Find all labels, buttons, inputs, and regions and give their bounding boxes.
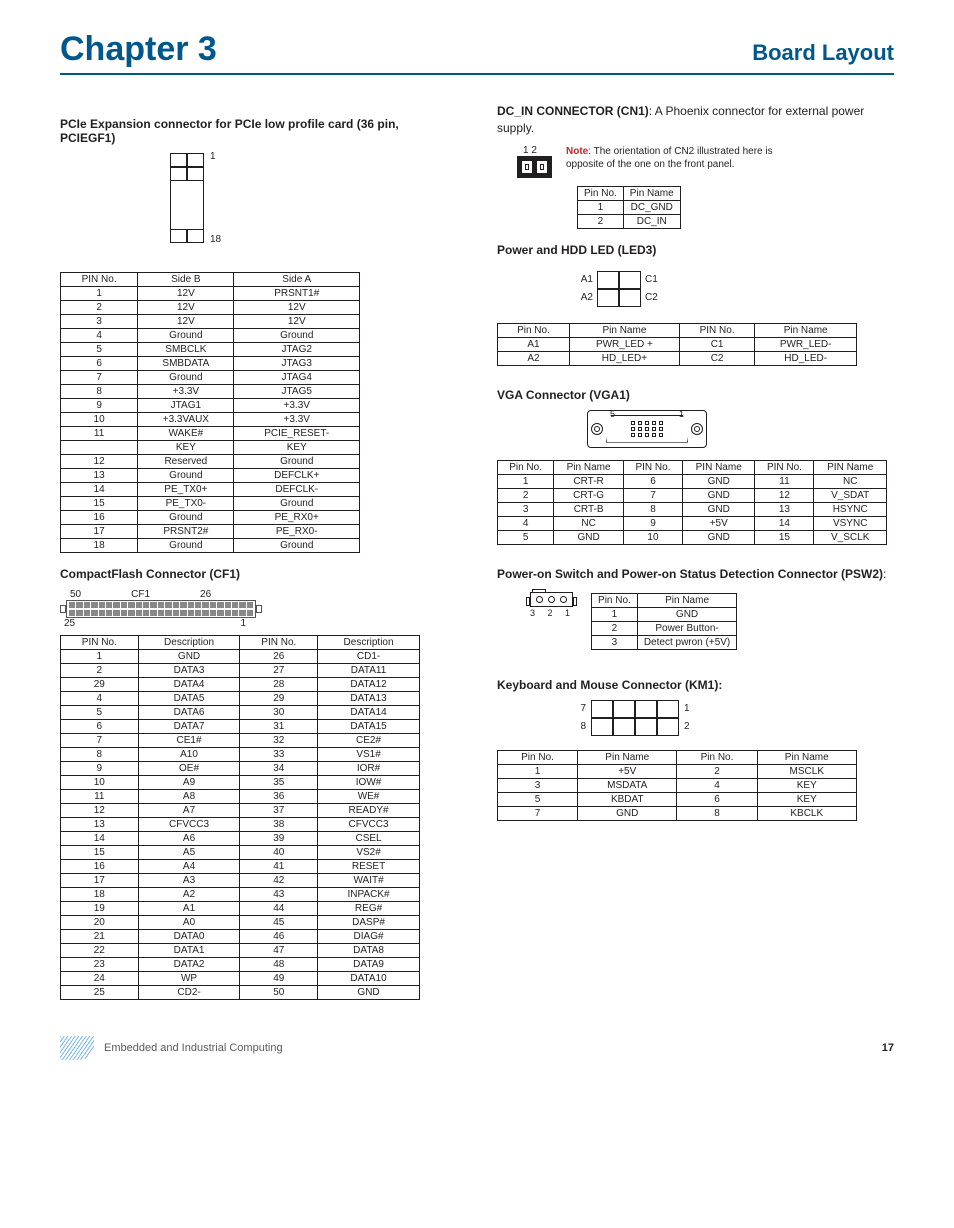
dcin-title: DC_IN CONNECTOR (CN1): A Phoenix connect… [497, 103, 894, 137]
led3-table: Pin No.Pin NamePIN No.Pin NameA1PWR_LED … [497, 323, 857, 366]
pcie-table: PIN No.Side BSide A112VPRSNT1#212V12V312… [60, 272, 360, 553]
pcie-diagram: 1 18 [170, 153, 457, 248]
km1-title: Keyboard and Mouse Connector (KM1): [497, 678, 894, 692]
km1-l8: 8 [577, 721, 591, 732]
footer-logo [60, 1036, 94, 1060]
vga-title: VGA Connector (VGA1) [497, 388, 894, 402]
cf1-br: 1 [240, 618, 246, 629]
chapter-header: Chapter 3 Board Layout [60, 30, 894, 75]
km1-r1: 1 [679, 703, 690, 714]
cf1-bl: 25 [64, 618, 75, 629]
cf1-label: CF1 [131, 589, 150, 600]
cf1-tl: 50 [70, 589, 81, 600]
led3-a1: A1 [577, 274, 597, 285]
footer-page: 17 [882, 1042, 894, 1054]
dcin-note-text: : The orientation of CN2 illustrated her… [566, 146, 773, 171]
pcie-pin1-label: 1 [210, 151, 216, 162]
psw2-diagram: 3 2 1 [527, 589, 575, 618]
km1-table: Pin No.Pin NamePin No.Pin Name1+5V2MSCLK… [497, 750, 857, 821]
psw2-nums: 3 2 1 [527, 608, 575, 618]
chapter-title: Chapter 3 [60, 30, 217, 69]
dcin-note-label: Note [566, 146, 588, 157]
vga-table: Pin No.Pin NamePIN No.PIN NamePIN No.PIN… [497, 460, 887, 545]
led3-a2: A2 [577, 292, 597, 303]
km1-diagram: 7 1 8 2 [577, 700, 894, 736]
psw2-table: Pin No.Pin Name1GND2Power Button-3Detect… [591, 593, 737, 650]
left-column: PCIe Expansion connector for PCIe low pr… [60, 103, 457, 1010]
right-column: DC_IN CONNECTOR (CN1): A Phoenix connect… [497, 103, 894, 1010]
section-title: Board Layout [752, 40, 894, 66]
led3-diagram: A1 C1 A2 C2 [577, 271, 658, 307]
psw2-title: Power-on Switch and Power-on Status Dete… [497, 567, 894, 581]
dcin-table: Pin No.Pin Name1DC_GND2DC_IN [577, 186, 681, 229]
led3-c1: C1 [641, 274, 658, 285]
vga-diagram: 5 1 [587, 410, 707, 448]
page-footer: Embedded and Industrial Computing 17 [60, 1036, 894, 1060]
dcin-note: Note: The orientation of CN2 illustrated… [566, 145, 786, 172]
cf1-diagram: 50 CF1 26 25 1 [60, 589, 457, 629]
km1-r2: 2 [679, 721, 690, 732]
km1-l7: 7 [577, 703, 591, 714]
dcin-nums: 1 2 [517, 145, 552, 156]
footer-text: Embedded and Industrial Computing [104, 1042, 283, 1054]
cf1-tr: 26 [200, 589, 211, 600]
led3-title: Power and HDD LED (LED3) [497, 243, 894, 257]
cf1-table: PIN No.DescriptionPIN No.Description1GND… [60, 635, 420, 1000]
cf1-title: CompactFlash Connector (CF1) [60, 567, 457, 581]
pcie-title: PCIe Expansion connector for PCIe low pr… [60, 117, 457, 145]
dcin-diagram: 1 2 [517, 145, 552, 178]
dcin-title-strong: DC_IN CONNECTOR (CN1) [497, 104, 649, 118]
pcie-pin18-label: 18 [210, 234, 221, 245]
led3-c2: C2 [641, 292, 658, 303]
